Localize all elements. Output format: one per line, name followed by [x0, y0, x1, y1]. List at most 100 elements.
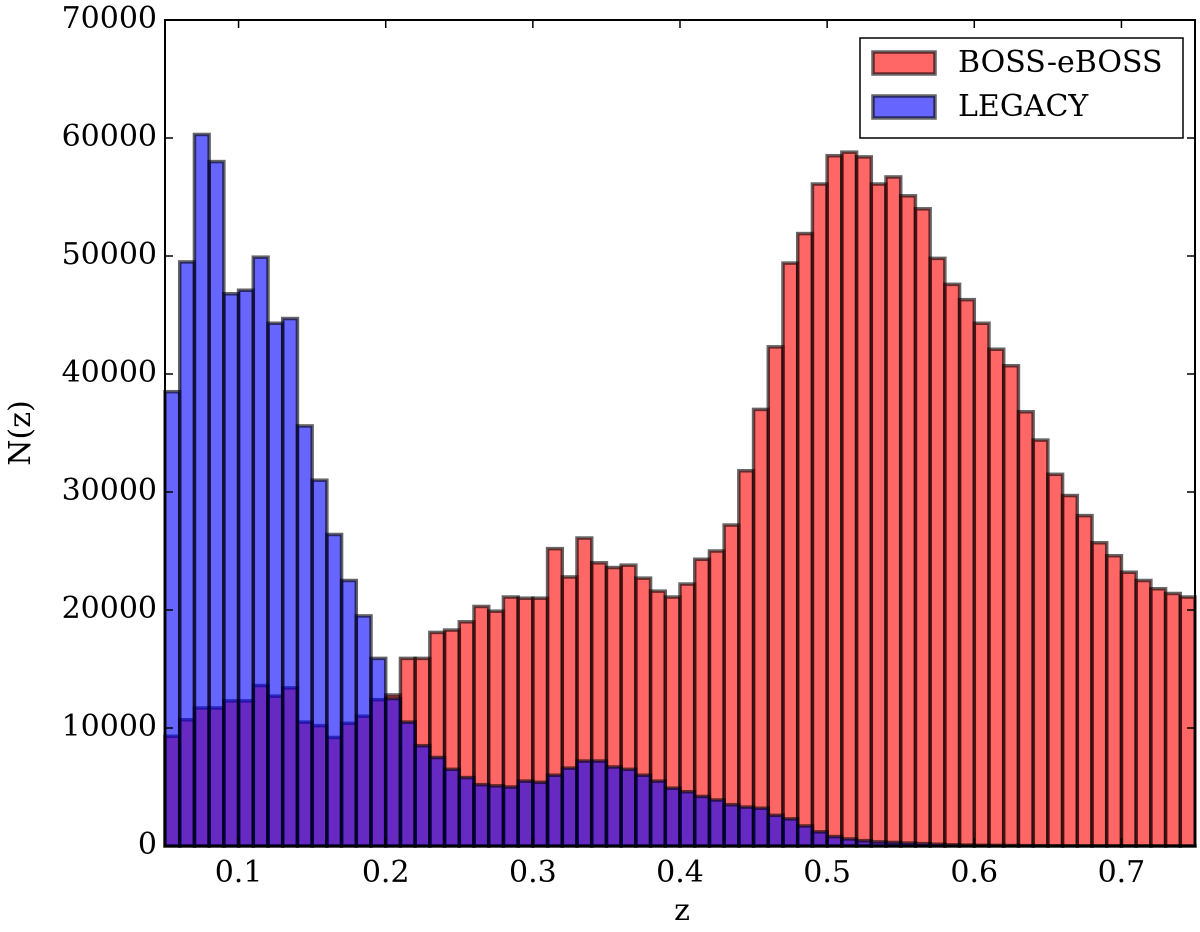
bar — [310, 478, 329, 848]
bar — [442, 767, 462, 848]
bar — [648, 779, 668, 848]
bar — [943, 282, 962, 848]
bar — [634, 773, 653, 848]
bar — [501, 785, 520, 848]
bar — [413, 743, 432, 848]
bar — [795, 824, 815, 848]
bar — [604, 765, 623, 848]
legend-label: LEGACY — [958, 89, 1089, 124]
bar — [751, 806, 771, 848]
bar — [295, 424, 314, 848]
bar — [1090, 540, 1109, 848]
bar — [1031, 438, 1050, 848]
bar — [766, 345, 785, 848]
bar — [692, 794, 712, 848]
bar — [589, 759, 609, 848]
x-axis-label: z — [674, 893, 690, 928]
bar — [236, 288, 256, 848]
x-tick-label: 0.7 — [1098, 855, 1146, 890]
bar — [898, 194, 918, 848]
bar — [722, 802, 741, 848]
bar — [280, 316, 300, 848]
bar — [472, 782, 491, 848]
bar — [1134, 578, 1153, 848]
bar — [781, 261, 800, 848]
bar — [457, 775, 476, 848]
bar — [678, 789, 697, 848]
x-tick-label: 0.5 — [803, 855, 851, 890]
bar — [766, 813, 785, 848]
bar — [1178, 595, 1197, 848]
y-tick-label: 30000 — [62, 473, 157, 508]
y-tick-label: 50000 — [62, 237, 157, 272]
bar — [972, 321, 991, 848]
bar — [1001, 363, 1021, 848]
bar — [428, 755, 447, 848]
bar — [354, 614, 373, 848]
bar — [251, 255, 270, 848]
bar — [177, 260, 197, 848]
y-tick-label: 0 — [138, 827, 157, 862]
x-tick-label: 0.6 — [950, 855, 998, 890]
bar — [854, 155, 874, 848]
legend-swatch — [871, 94, 937, 120]
bar — [737, 469, 756, 848]
bar — [987, 347, 1006, 848]
x-tick-label: 0.4 — [656, 855, 704, 890]
bar — [722, 523, 741, 848]
bar — [1104, 553, 1124, 848]
bar — [1163, 591, 1183, 848]
bar — [398, 720, 417, 848]
legend-label: BOSS-eBOSS — [958, 45, 1163, 80]
bar — [1016, 410, 1035, 848]
y-tick-label: 10000 — [62, 709, 157, 744]
bar — [222, 292, 241, 848]
bar — [707, 798, 726, 848]
bar — [1046, 472, 1065, 848]
x-tick-label: 0.1 — [215, 855, 263, 890]
y-tick-label: 40000 — [62, 355, 157, 390]
bar — [383, 696, 403, 848]
y-tick-label: 70000 — [62, 1, 157, 36]
y-tick-label: 60000 — [62, 119, 157, 154]
bar — [486, 784, 506, 848]
bar — [840, 837, 859, 848]
legend-swatch — [871, 50, 937, 76]
bar — [825, 834, 844, 848]
bar — [163, 389, 182, 848]
bar — [619, 767, 638, 848]
bar — [531, 780, 550, 848]
x-tick-label: 0.2 — [362, 855, 410, 890]
bar — [575, 759, 594, 848]
bar — [928, 256, 947, 848]
bar — [810, 182, 829, 848]
bar — [810, 830, 829, 848]
bar — [1119, 570, 1138, 848]
bar — [1060, 493, 1080, 848]
bar — [560, 766, 579, 848]
bar — [840, 150, 859, 848]
bar — [737, 805, 756, 848]
bar — [1075, 513, 1094, 848]
bar — [325, 532, 344, 848]
bar — [663, 786, 682, 848]
y-tick-label: 20000 — [62, 591, 157, 626]
bar — [751, 407, 771, 848]
bar — [781, 817, 800, 848]
y-axis-label: N(z) — [3, 400, 38, 465]
bar — [516, 779, 535, 848]
bar — [825, 153, 844, 848]
bar — [1149, 587, 1168, 848]
bar — [207, 159, 226, 848]
bar — [884, 175, 903, 848]
bar — [339, 578, 359, 848]
bar — [266, 321, 285, 848]
bar — [795, 231, 815, 848]
x-tick-label: 0.3 — [509, 855, 557, 890]
bar — [957, 297, 977, 848]
bar — [913, 207, 932, 848]
bar — [869, 182, 888, 848]
bar — [545, 773, 565, 848]
